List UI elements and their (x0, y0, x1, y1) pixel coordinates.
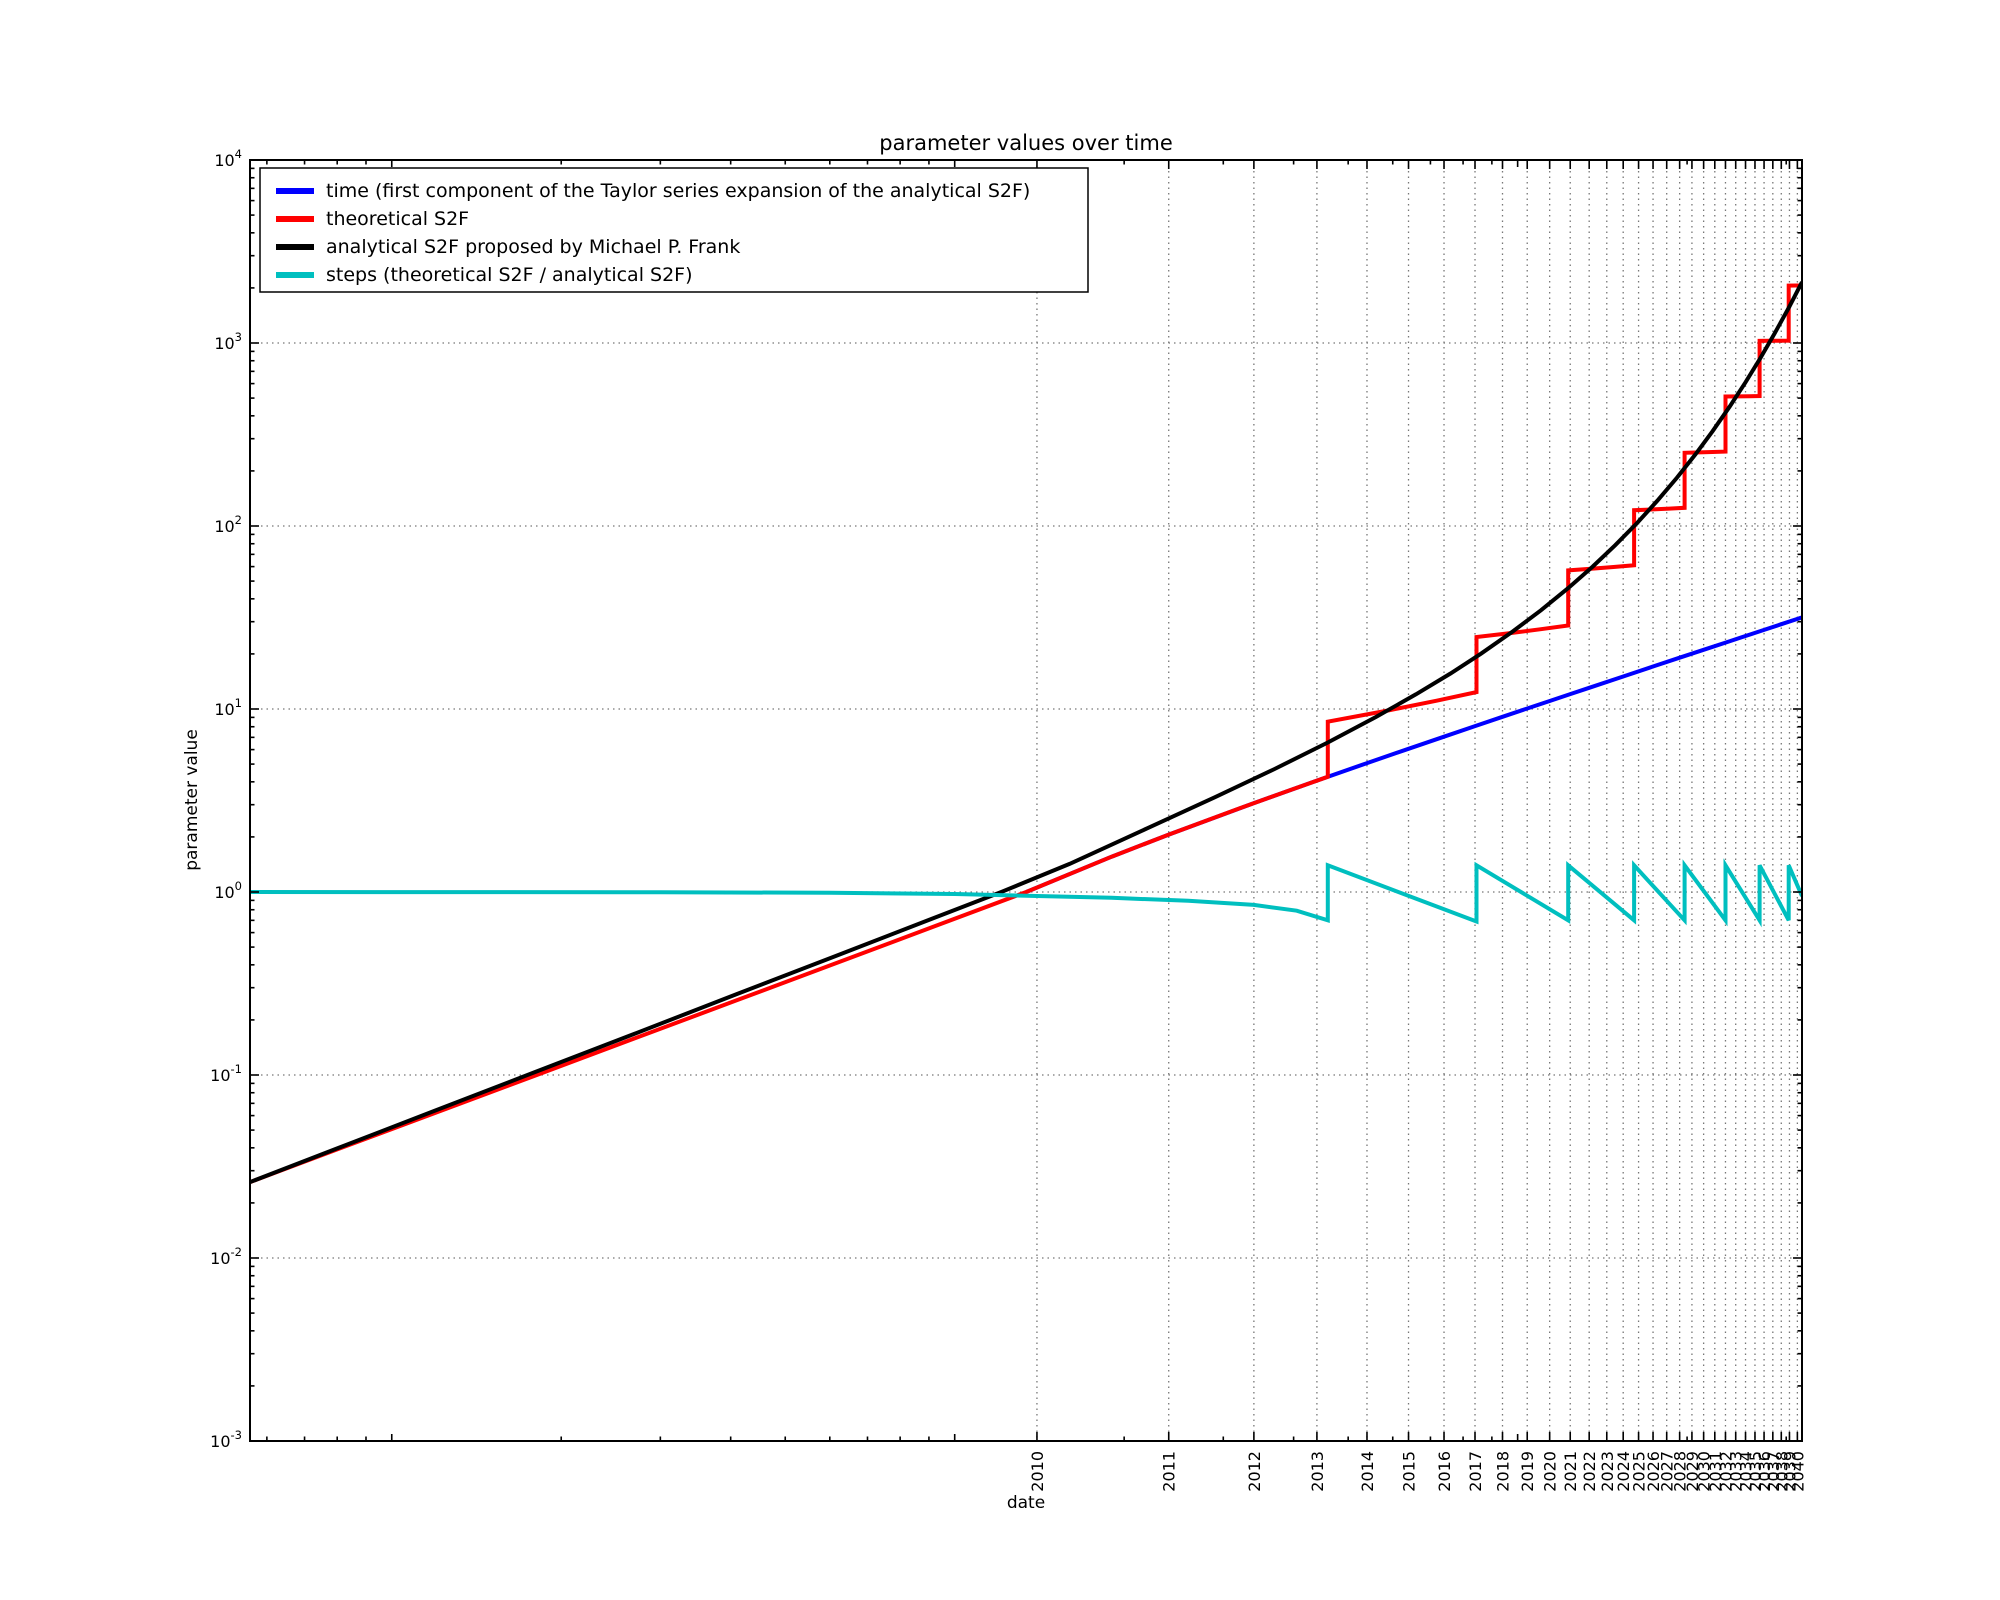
y-tick-label-1e-2: 10-2 (210, 1245, 242, 1268)
y-tick-label-1e4: 104 (214, 147, 242, 170)
y-axis-label: parameter value (182, 729, 202, 871)
series-line-time (1025, 615, 1802, 894)
x-tick-label-2018: 2018 (1494, 1451, 1513, 1492)
x-tick-label-2025: 2025 (1630, 1451, 1649, 1492)
y-tick-label-1e-3: 10-3 (210, 1428, 242, 1451)
x-tick-label-2031: 2031 (1706, 1451, 1725, 1492)
y-tick-label-1e0: 100 (214, 879, 242, 902)
y-tick-label-1e1: 101 (214, 696, 242, 719)
legend-label-analytical-s2f: analytical S2F proposed by Michael P. Fr… (326, 236, 740, 258)
x-tick-label-2037: 2037 (1764, 1451, 1783, 1492)
x-tick-label-2022: 2022 (1580, 1451, 1599, 1492)
chart-title: parameter values over time (879, 131, 1172, 155)
legend-box (259, 167, 1089, 293)
x-tick-label-2024: 2024 (1614, 1451, 1633, 1492)
y-tick-label-1e3: 103 (214, 330, 242, 353)
grid (250, 160, 1802, 1441)
y-tick-label-1e2: 102 (214, 513, 242, 536)
x-tick-label-2010: 2010 (1028, 1451, 1047, 1492)
y-tick-label-1e-1: 10-1 (210, 1062, 242, 1085)
x-tick-label-2040: 2040 (1788, 1451, 1807, 1492)
tick-marks (250, 159, 1802, 1442)
x-tick-label-2013: 2013 (1308, 1451, 1327, 1492)
x-tick-label-2021: 2021 (1561, 1451, 1580, 1492)
x-tick-label-2029: 2029 (1683, 1451, 1702, 1492)
x-tick-label-2014: 2014 (1358, 1451, 1377, 1492)
x-tick-label-2027: 2027 (1658, 1451, 1677, 1492)
tick-labels: 104 103 102 101 100 10-1 10-2 10-3 2010 2011 2012 2… (210, 147, 1807, 1492)
x-tick-label-2035: 2035 (1746, 1451, 1765, 1492)
legend: time (first component of the Taylor seri… (259, 167, 1089, 293)
x-tick-label-2026: 2026 (1644, 1451, 1663, 1492)
x-tick-label-2028: 2028 (1671, 1451, 1690, 1492)
series-line-analytical-s2f (250, 281, 1802, 1184)
x-tick-label-2019: 2019 (1518, 1451, 1537, 1492)
x-tick-label-2030: 2030 (1695, 1451, 1714, 1492)
x-axis-label: date (1007, 1493, 1045, 1513)
series-line-steps (250, 858, 1802, 928)
x-tick-label-2017: 2017 (1466, 1451, 1485, 1492)
x-tick-label-2011: 2011 (1160, 1451, 1179, 1492)
x-tick-label-2034: 2034 (1737, 1451, 1756, 1492)
x-tick-label-2038: 2038 (1772, 1451, 1791, 1492)
axes-box (249, 159, 1803, 1442)
legend-label-steps: steps (theoretical S2F / analytical S2F) (326, 264, 693, 286)
x-tick-label-2012: 2012 (1245, 1451, 1264, 1492)
x-tick-label-2039: 2039 (1780, 1451, 1799, 1492)
legend-label-time: time (first component of the Taylor seri… (326, 180, 1030, 202)
legend-label-theoretical-s2f: theoretical S2F (326, 208, 469, 230)
x-tick-label-2023: 2023 (1598, 1451, 1617, 1492)
x-tick-label-2020: 2020 (1541, 1451, 1560, 1492)
x-tick-label-2033: 2033 (1727, 1451, 1746, 1492)
series-curves (250, 281, 1802, 1184)
x-tick-label-2032: 2032 (1716, 1451, 1735, 1492)
series-line-theoretical-s2f (250, 283, 1802, 1184)
x-tick-label-2036: 2036 (1755, 1451, 1774, 1492)
x-tick-label-2016: 2016 (1435, 1451, 1454, 1492)
x-tick-label-2015: 2015 (1400, 1451, 1419, 1492)
